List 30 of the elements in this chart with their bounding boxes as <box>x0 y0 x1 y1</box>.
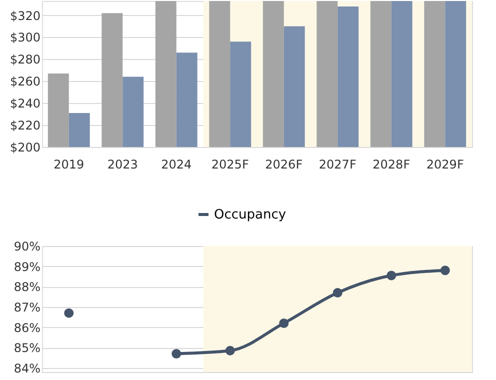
x-tick-label: 2027F <box>318 158 356 172</box>
y-tick-label: $320 <box>10 8 40 23</box>
y-tick-label: $300 <box>10 30 40 45</box>
x-tick-label: 2023 <box>107 158 138 172</box>
y-tick-label: 87% <box>14 300 40 314</box>
x-tick-label: 2019 <box>54 158 84 172</box>
y-tick-label: $220 <box>10 118 40 133</box>
y-tick-label: 86% <box>14 320 40 335</box>
y-tick-label: $280 <box>10 52 40 67</box>
x-tick-label: 2024 <box>161 158 192 172</box>
y-tick-label: 84% <box>14 361 40 376</box>
x-tick-label: 2028F <box>372 158 410 172</box>
point <box>64 308 74 318</box>
y-tick-label: $260 <box>10 74 40 89</box>
legend-label: Occupancy <box>214 208 286 222</box>
point <box>172 348 182 358</box>
y-tick-label: $240 <box>10 96 40 111</box>
x-tick-label: 2025F <box>211 158 249 172</box>
y-tick-label: $200 <box>10 140 40 154</box>
point <box>332 288 342 298</box>
y-tick-label: 90% <box>14 240 40 254</box>
point <box>279 318 289 328</box>
point <box>225 346 235 356</box>
point <box>386 270 396 280</box>
y-tick-label: 85% <box>14 341 40 356</box>
x-tick-label: 2029F <box>426 158 464 172</box>
y-tick-label: 88% <box>14 280 40 294</box>
point <box>440 266 450 276</box>
y-tick-label: 89% <box>14 260 40 274</box>
x-tick-label: 2026F <box>265 158 303 172</box>
